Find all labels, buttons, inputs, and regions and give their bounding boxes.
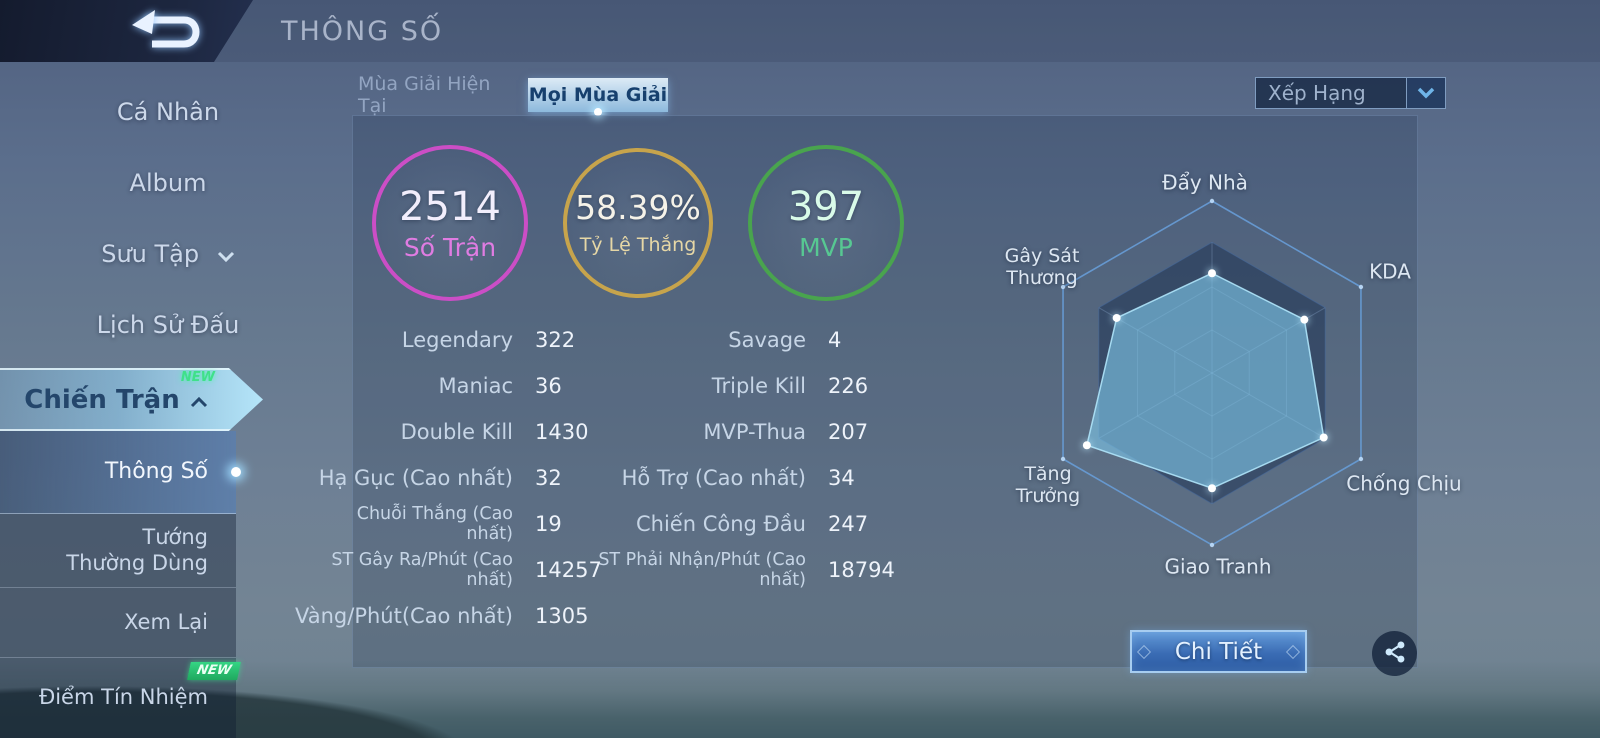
stat-row: Savage 4 [728,327,842,352]
stat-row: Chiến Công Đầu 247 [636,511,869,536]
radar-label-kda: KDA [1369,259,1411,284]
sidebar-item-label: Chiến Trận [24,384,180,415]
stat-row: Maniac 36 [438,373,562,398]
stat-row: Chuỗi Thắng (Cao nhất) 19 [356,503,562,544]
background-mountain [0,648,520,738]
stat-row: Hạ Gục (Cao nhất) 32 [318,465,562,490]
active-indicator-dot [231,467,241,477]
submenu-item-thong-so[interactable]: Thông Số [0,431,241,514]
sidebar-item-suu-tap[interactable]: Sưu Tập [0,240,336,269]
new-badge: NEW [187,662,241,680]
tab-moi-mua-giai[interactable]: Mọi Mùa Giải [528,78,668,116]
stat-row: Triple Kill 226 [711,373,869,398]
submenu-item-xem-lai[interactable]: Xem Lại [0,588,236,658]
back-arrow-icon [108,10,216,62]
topbar-shade [0,0,1600,62]
chevron-down-icon [1406,78,1445,108]
sidebar-item-chien-tran[interactable]: Chiến Trận NEW [0,368,263,431]
winrate-label: Tỷ Lệ Thắng [579,234,697,257]
sidebar-item-album[interactable]: Album [129,169,207,197]
battle-submenu: Thông Số Tướng Thường Dùng Xem Lại Điểm … [0,431,241,738]
header-shape [0,0,253,62]
chevron-down-icon [217,241,235,269]
stat-row: Double Kill 1430 [400,419,589,444]
submenu-item-diem-tin-nhiem[interactable]: Điểm Tín Nhiệm NEW [0,658,241,738]
stat-row: Hỗ Trợ (Cao nhất) 34 [621,465,855,490]
mvp-value: 397 [787,183,865,230]
attribute-radar-chart [1060,198,1364,548]
radar-label-chong-chiu: Chống Chịu [1346,471,1462,496]
radar-label-tang-truong: Tăng Trưởng [1015,463,1081,507]
chevron-up-icon [190,385,208,415]
submenu-item-tuong-thuong-dung[interactable]: Tướng Thường Dùng [0,514,236,588]
share-button[interactable] [1372,631,1417,676]
back-button[interactable] [108,4,216,58]
stat-row: Legendary 322 [401,327,576,352]
winrate-circle: 58.39% Tỷ Lệ Thắng [563,148,713,298]
mvp-label: MVP [799,232,853,262]
stat-row: Vàng/Phút(Cao nhất) 1305 [295,603,589,628]
stat-row: ST Phải Nhận/Phút (Cao nhất) 18794 [598,549,895,590]
radar-label-day-nha: Đẩy Nhà [1162,170,1248,195]
mvp-circle: 397 MVP [748,145,904,301]
sidebar-item-lich-su-dau[interactable]: Lịch Sử Đấu [96,311,240,339]
stats-column-right: Savage 4 Triple Kill 226 MVP-Thua 207 Hỗ Tr… [508,317,895,593]
stat-row: MVP-Thua 207 [703,419,869,444]
new-badge: NEW [180,370,215,385]
matches-value: 2514 [399,183,501,230]
detail-button[interactable]: Chi Tiết [1130,630,1307,673]
radar-label-giao-tranh: Giao Tranh [1164,554,1272,579]
sidebar-item-ca-nhan[interactable]: Cá Nhân [116,98,220,126]
page-title: THÔNG SỐ [281,16,444,47]
dropdown-value: Xếp Hạng [1268,81,1366,105]
radar-label-gay-sat-thuong: Gây Sát Thương [1004,245,1080,289]
matches-label: Số Trận [403,232,497,262]
matches-circle: 2514 Số Trận [372,145,528,301]
tab-mua-giai-hien-tai[interactable]: Mùa Giải Hiện Tại [358,73,491,117]
winrate-value: 58.39% [575,187,701,227]
stat-row: ST Gây Ra/Phút (Cao nhất) 14257 [331,549,602,590]
stats-column-left: Legendary 322 Maniac 36 Double Kill 1430 Hạ… [215,317,602,639]
rank-filter-dropdown[interactable]: Xếp Hạng [1255,77,1446,109]
share-icon [1382,639,1408,669]
